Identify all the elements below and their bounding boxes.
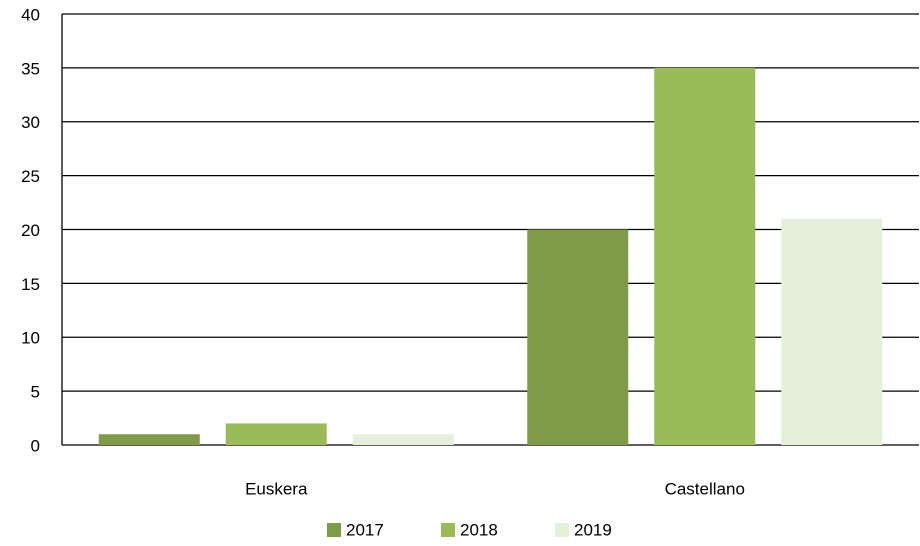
bar xyxy=(781,218,883,445)
legend-label: 2019 xyxy=(574,520,612,539)
legend-label: 2018 xyxy=(460,520,498,539)
x-tick-label: Euskera xyxy=(245,479,308,498)
y-tick-label: 30 xyxy=(21,113,40,132)
legend-swatch xyxy=(555,523,569,537)
y-tick-label: 20 xyxy=(21,221,40,240)
bar xyxy=(352,434,454,445)
bar xyxy=(654,67,756,445)
legend-label: 2017 xyxy=(346,520,384,539)
y-tick-label: 35 xyxy=(21,59,40,78)
bar xyxy=(98,434,200,445)
bar xyxy=(225,423,327,445)
y-tick-label: 25 xyxy=(21,167,40,186)
legend-swatch xyxy=(327,523,341,537)
x-tick-label: Castellano xyxy=(665,479,745,498)
y-tick-label: 0 xyxy=(31,436,40,455)
bar xyxy=(527,229,629,445)
legend-swatch xyxy=(441,523,455,537)
y-tick-label: 5 xyxy=(31,383,40,402)
y-tick-label: 10 xyxy=(21,329,40,348)
y-tick-label: 40 xyxy=(21,5,40,24)
y-tick-label: 15 xyxy=(21,275,40,294)
